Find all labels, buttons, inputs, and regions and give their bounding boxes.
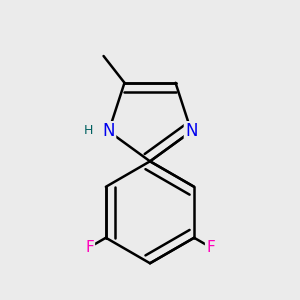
Text: N: N (185, 122, 197, 140)
Text: F: F (206, 240, 215, 255)
Text: N: N (103, 122, 115, 140)
Text: H: H (83, 124, 93, 137)
Text: F: F (85, 240, 94, 255)
